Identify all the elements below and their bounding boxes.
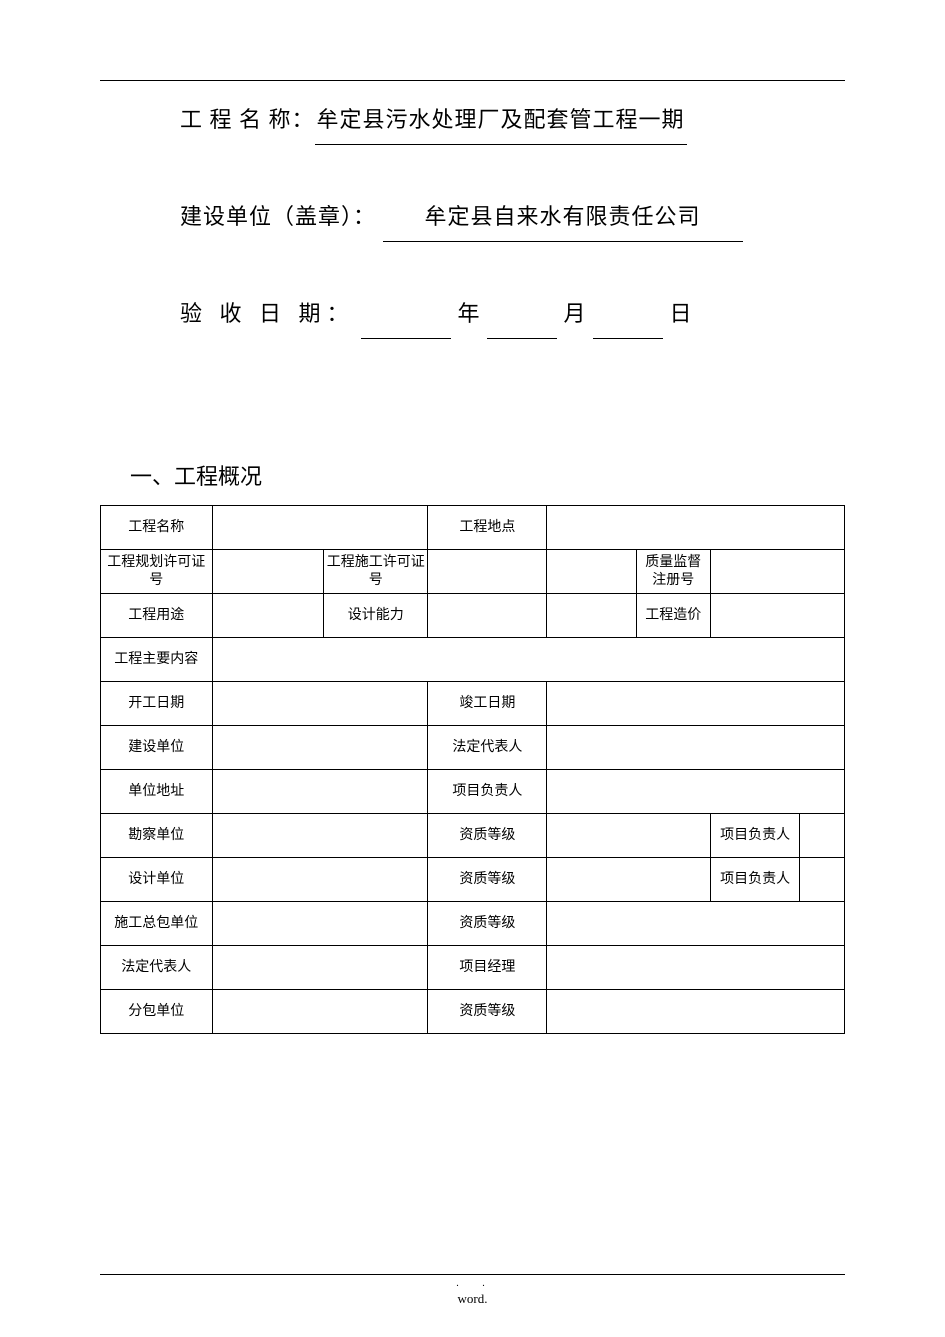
label-main-content: 工程主要内容 [101, 638, 213, 682]
table-row: 工程主要内容 [101, 638, 845, 682]
value-survey-unit [212, 814, 428, 858]
value-sub-unit [212, 990, 428, 1034]
value-gap1 [547, 550, 636, 594]
acceptance-date-line: 验 收 日 期： 年 月 日 [180, 292, 805, 339]
footer-dots: . . [0, 1278, 945, 1289]
value-design-cap [428, 594, 547, 638]
header-block: 工 程 名 称：牟定县污水处理厂及配套管工程一期 建设单位（盖章）： 牟定县自来… [180, 98, 805, 339]
table-row: 勘察单位 资质等级 项目负责人 [101, 814, 845, 858]
page-footer: . . word. [0, 1278, 945, 1307]
label-qual-grade-4: 资质等级 [428, 990, 547, 1034]
label-complete-date: 竣工日期 [428, 682, 547, 726]
year-blank [361, 292, 451, 339]
label-proj-name: 工程名称 [101, 506, 213, 550]
day-suffix: 日 [670, 301, 693, 326]
year-suffix: 年 [458, 301, 481, 326]
label-sub-unit: 分包单位 [101, 990, 213, 1034]
label-proj-leader-2: 项目负责人 [710, 814, 799, 858]
label-proj-cost: 工程造价 [636, 594, 710, 638]
table-row: 开工日期 竣工日期 [101, 682, 845, 726]
builder-label: 建设单位（盖章）： [180, 204, 376, 229]
footer-text: word. [458, 1291, 488, 1306]
value-quality-reg [710, 550, 844, 594]
label-const-permit: 工程施工许可证号 [324, 550, 428, 594]
label-design-cap: 设计能力 [324, 594, 428, 638]
label-quality-reg: 质量监督注册号 [636, 550, 710, 594]
table-row: 法定代表人 项目经理 [101, 946, 845, 990]
table-row: 设计单位 资质等级 项目负责人 [101, 858, 845, 902]
label-build-unit: 建设单位 [101, 726, 213, 770]
value-qual-grade-4 [547, 990, 845, 1034]
label-proj-leader-3: 项目负责人 [710, 858, 799, 902]
top-rule [100, 80, 845, 81]
label-start-date: 开工日期 [101, 682, 213, 726]
label-qual-grade-3: 资质等级 [428, 902, 547, 946]
table-row: 分包单位 资质等级 [101, 990, 845, 1034]
label-qual-grade-1: 资质等级 [428, 814, 547, 858]
project-overview-table: 工程名称 工程地点 工程规划许可证号 工程施工许可证号 质量监督注册号 工程用途… [100, 505, 845, 1034]
section-1-title: 一、工程概况 [130, 459, 845, 491]
label-qual-grade-2: 资质等级 [428, 858, 547, 902]
value-proj-loc [547, 506, 845, 550]
month-blank [487, 292, 557, 339]
value-proj-manager [547, 946, 845, 990]
value-proj-cost [710, 594, 844, 638]
label-proj-manager: 项目经理 [428, 946, 547, 990]
value-gc-unit [212, 902, 428, 946]
table-row: 单位地址 项目负责人 [101, 770, 845, 814]
value-plan-permit [212, 550, 324, 594]
project-name-value: 牟定县污水处理厂及配套管工程一期 [315, 98, 687, 145]
date-label: 验 收 日 期： [180, 301, 355, 326]
project-name-label: 工 程 名 称： [180, 107, 315, 132]
value-build-unit [212, 726, 428, 770]
label-proj-leader: 项目负责人 [428, 770, 547, 814]
day-blank [593, 292, 663, 339]
value-proj-leader [547, 770, 845, 814]
value-start-date [212, 682, 428, 726]
label-unit-addr: 单位地址 [101, 770, 213, 814]
value-proj-name [212, 506, 428, 550]
table-row: 工程规划许可证号 工程施工许可证号 质量监督注册号 [101, 550, 845, 594]
label-survey-unit: 勘察单位 [101, 814, 213, 858]
label-proj-use: 工程用途 [101, 594, 213, 638]
value-unit-addr [212, 770, 428, 814]
value-gap2 [547, 594, 636, 638]
value-proj-use [212, 594, 324, 638]
table-row: 工程用途 设计能力 工程造价 [101, 594, 845, 638]
value-const-permit [428, 550, 547, 594]
value-design-unit [212, 858, 428, 902]
label-legal-rep: 法定代表人 [428, 726, 547, 770]
value-main-content [212, 638, 844, 682]
value-legal-rep-2 [212, 946, 428, 990]
value-legal-rep [547, 726, 845, 770]
label-plan-permit: 工程规划许可证号 [101, 550, 213, 594]
value-qual-grade-1 [547, 814, 711, 858]
footer-rule [100, 1274, 845, 1275]
project-name-line: 工 程 名 称：牟定县污水处理厂及配套管工程一期 [180, 98, 805, 145]
document-page: 工 程 名 称：牟定县污水处理厂及配套管工程一期 建设单位（盖章）： 牟定县自来… [0, 0, 945, 1337]
label-gc-unit: 施工总包单位 [101, 902, 213, 946]
value-proj-leader-3 [800, 858, 845, 902]
table-row: 施工总包单位 资质等级 [101, 902, 845, 946]
label-design-unit: 设计单位 [101, 858, 213, 902]
table-row: 工程名称 工程地点 [101, 506, 845, 550]
value-qual-grade-2 [547, 858, 711, 902]
value-proj-leader-2 [800, 814, 845, 858]
label-proj-loc: 工程地点 [428, 506, 547, 550]
value-qual-grade-3 [547, 902, 845, 946]
builder-value: 牟定县自来水有限责任公司 [383, 195, 743, 242]
label-legal-rep-2: 法定代表人 [101, 946, 213, 990]
builder-line: 建设单位（盖章）： 牟定县自来水有限责任公司 [180, 195, 805, 242]
month-suffix: 月 [564, 301, 587, 326]
value-complete-date [547, 682, 845, 726]
table-row: 建设单位 法定代表人 [101, 726, 845, 770]
